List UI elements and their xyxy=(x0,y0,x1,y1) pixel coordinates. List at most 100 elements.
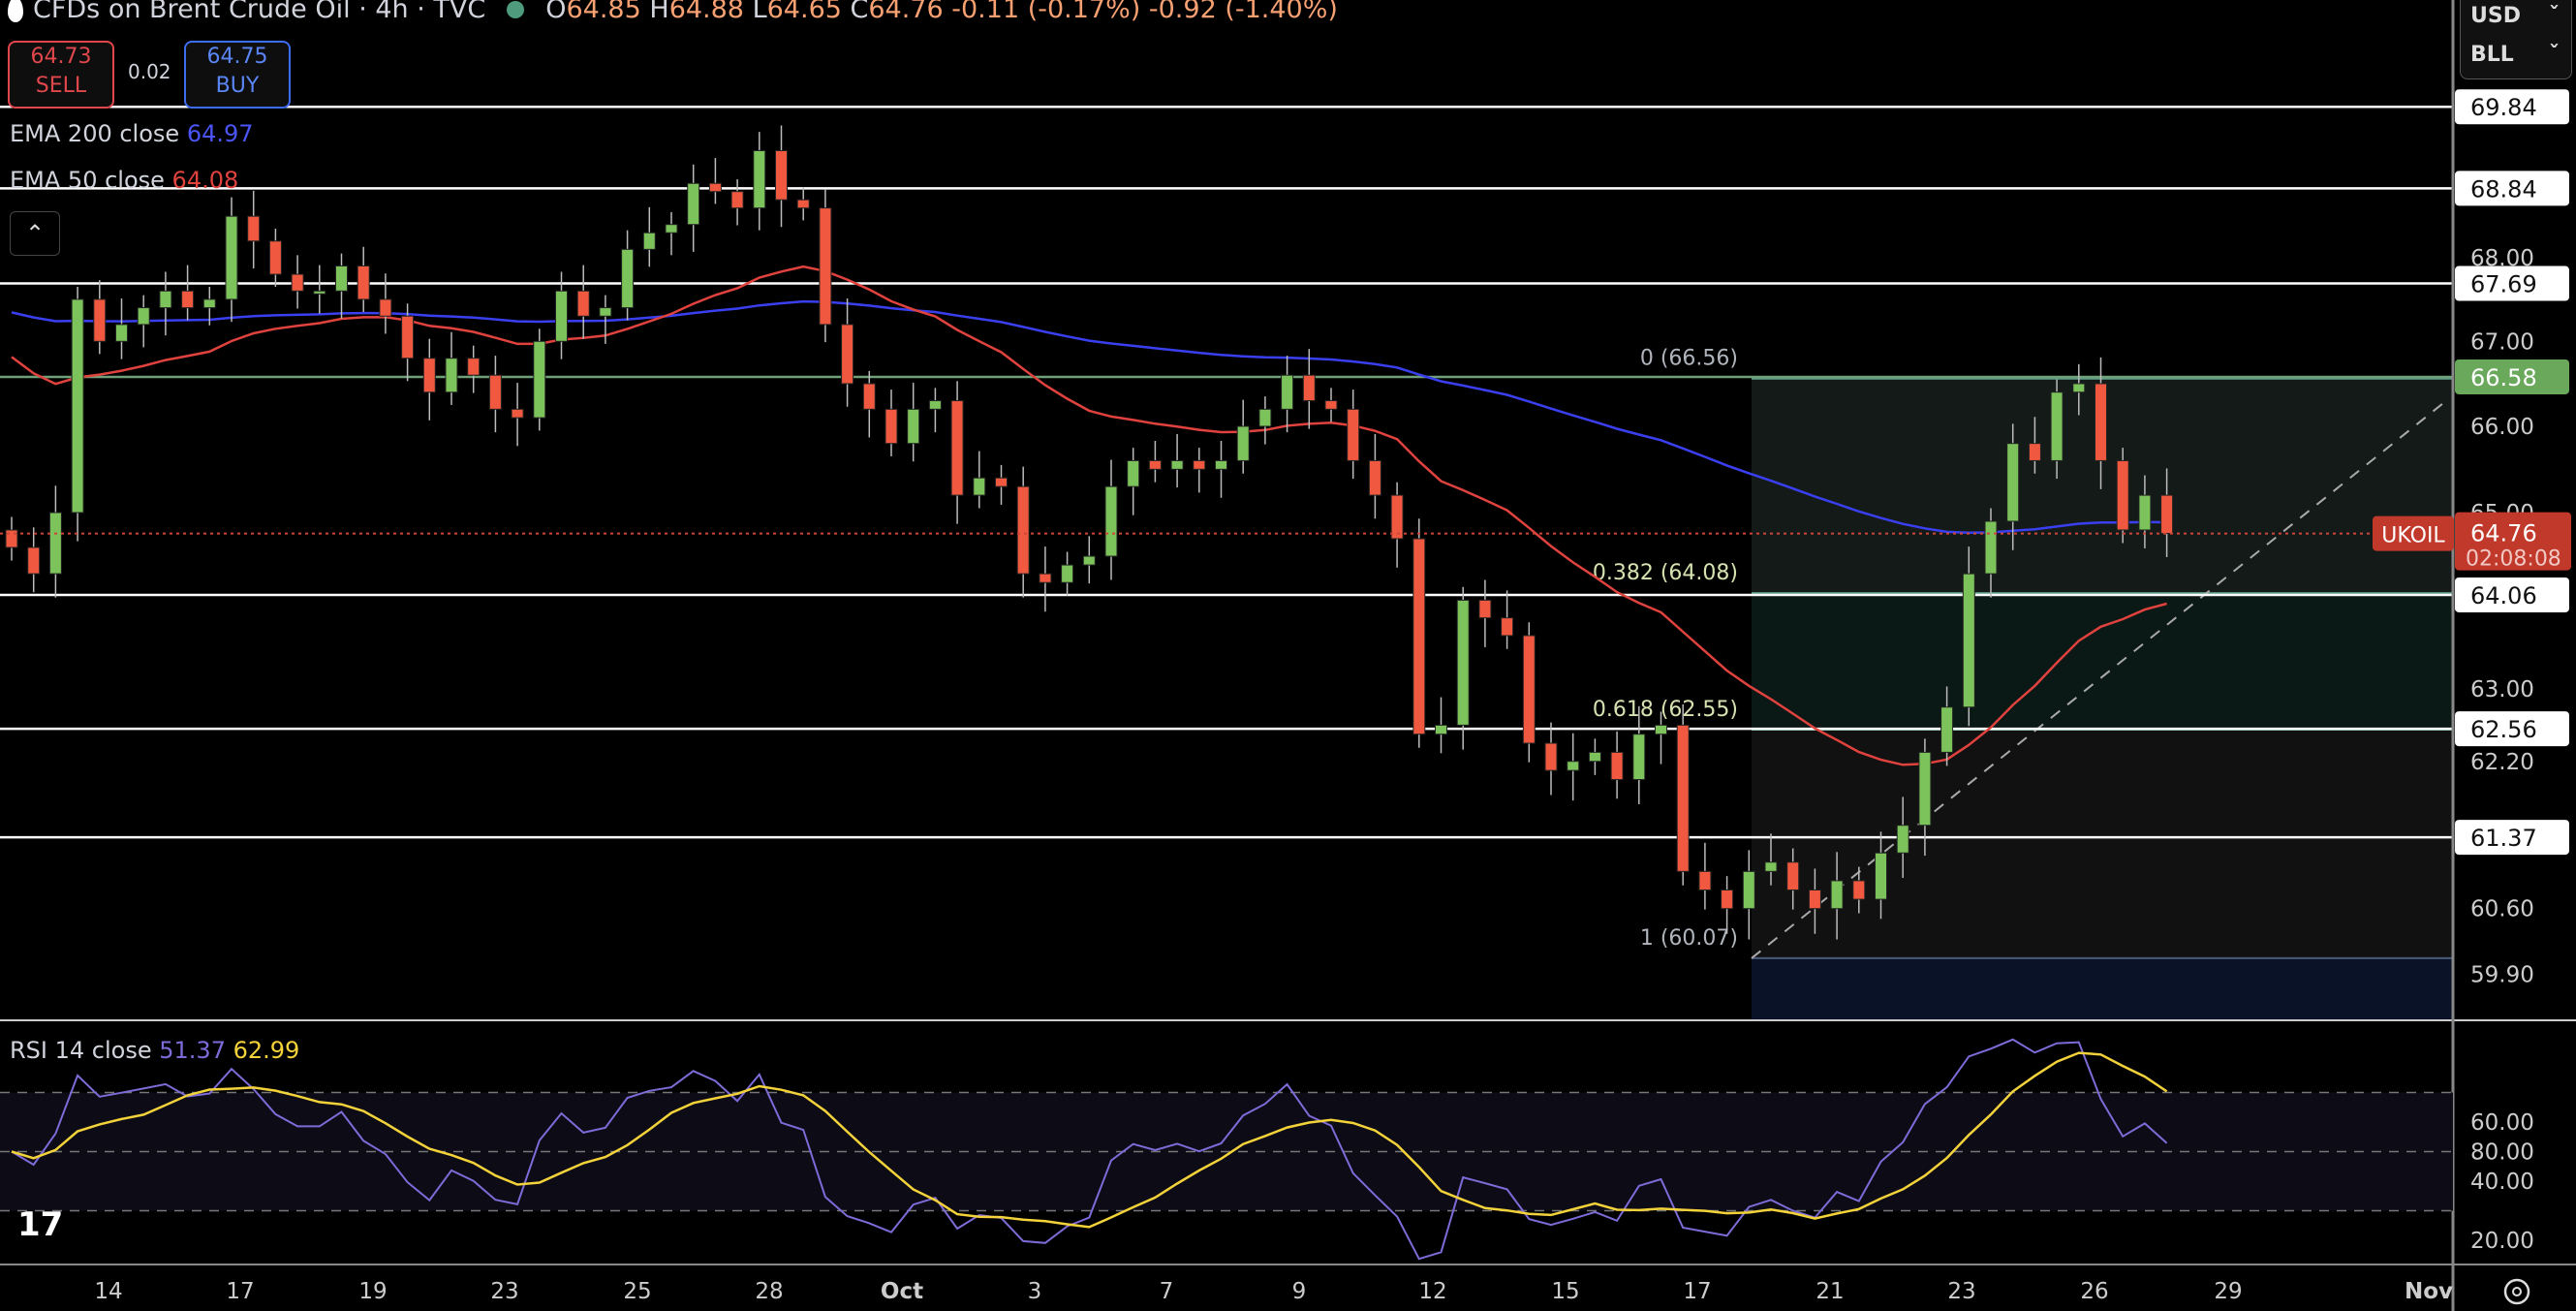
candle-body xyxy=(48,512,62,575)
time-tick-label: 26 xyxy=(2080,1279,2108,1304)
ohlc-values: O64.85 H64.88 L64.65 C64.76 -0.11 (-0.17… xyxy=(545,0,1338,24)
candle xyxy=(291,255,304,309)
candle-body xyxy=(1852,880,1866,900)
rsi-tick-label: 60.00 xyxy=(2470,1110,2534,1136)
candle xyxy=(2072,363,2086,416)
candle-body xyxy=(2095,383,2107,461)
candle-body xyxy=(71,298,84,514)
candle-body xyxy=(1368,459,1381,496)
settings-icon[interactable] xyxy=(2503,1278,2530,1305)
sell-button[interactable]: 64.73 SELL xyxy=(8,41,114,109)
settings-icon-center xyxy=(2512,1287,2522,1296)
candle-body xyxy=(687,182,700,226)
candle-body xyxy=(313,290,326,295)
candle-body xyxy=(1193,459,1206,470)
candle xyxy=(1104,459,1118,580)
candle xyxy=(137,295,150,348)
candle-body xyxy=(665,224,678,234)
price-level-badge xyxy=(2455,820,2569,856)
price-level-badge-label: 66.58 xyxy=(2470,364,2537,391)
candle-body xyxy=(291,273,304,292)
candle-body xyxy=(401,315,415,359)
symbol-header: CFDs on Brent Crude Oil · 4h · TVC O64.8… xyxy=(8,0,1338,24)
buy-button[interactable]: 64.75 BUY xyxy=(184,41,291,109)
candle xyxy=(1082,536,1096,584)
candle-body xyxy=(907,408,920,445)
candle-body xyxy=(642,232,656,250)
candle-body xyxy=(1104,485,1118,557)
rsi-line xyxy=(11,1038,2168,1261)
fib-level-label: 0.618 (62.55) xyxy=(1593,698,1738,722)
candle-body xyxy=(621,248,635,309)
candle xyxy=(27,527,41,593)
candle-body xyxy=(2160,494,2174,535)
candle-body xyxy=(599,307,612,317)
sell-price: 64.73 xyxy=(30,45,92,69)
fib-level-label: 0 (66.56) xyxy=(1640,347,1738,371)
candle xyxy=(1567,733,1580,801)
candle xyxy=(357,246,370,312)
candle xyxy=(1215,441,1227,498)
tradingview-logo: 17 xyxy=(17,1205,63,1244)
candle-body xyxy=(555,290,568,342)
candle xyxy=(1170,433,1184,488)
candle xyxy=(1368,433,1381,519)
time-tick-label: 23 xyxy=(1947,1279,1975,1304)
spread-value: 0.02 xyxy=(128,60,171,83)
candle xyxy=(1039,546,1052,612)
candle xyxy=(576,265,590,339)
candle xyxy=(247,190,261,269)
candle xyxy=(1324,388,1338,422)
candle xyxy=(181,265,195,321)
candle xyxy=(1742,850,1755,940)
candle xyxy=(1786,848,1800,910)
candle xyxy=(71,286,84,542)
candle-body xyxy=(885,408,898,445)
candle-body xyxy=(202,298,216,309)
collapse-legend-button[interactable]: ⌃ xyxy=(10,211,60,256)
price-level-badge-label: 68.84 xyxy=(2470,175,2537,203)
candle xyxy=(2028,417,2041,474)
ema200-line xyxy=(11,299,2167,535)
candle xyxy=(841,298,854,407)
candle-body xyxy=(1764,861,1778,872)
candle-body xyxy=(928,400,942,410)
candle-body xyxy=(467,358,481,376)
price-level-badge-label: 67.69 xyxy=(2470,271,2537,298)
candle-body xyxy=(533,340,546,419)
candle xyxy=(928,388,942,433)
candle xyxy=(93,280,107,355)
candle xyxy=(730,179,744,226)
candle xyxy=(1808,868,1821,934)
symbol-title[interactable]: CFDs on Brent Crude Oil · 4h · TVC xyxy=(33,0,486,24)
rsi-legend[interactable]: RSI 14 close 51.37 62.99 xyxy=(10,1037,300,1064)
candle-body xyxy=(1808,889,1821,910)
candle xyxy=(642,206,656,267)
candle xyxy=(445,331,458,405)
market-status-icon xyxy=(507,0,525,18)
price-tick-label: 62.20 xyxy=(2470,750,2534,775)
candle-body xyxy=(159,290,172,309)
candle-body xyxy=(1501,617,1514,637)
currency-unit-selector[interactable]: USD ˇ BLL ˇ xyxy=(2460,0,2572,79)
candle xyxy=(1016,466,1030,598)
price-level-badge xyxy=(2455,359,2569,394)
candle-body xyxy=(1655,724,1667,735)
candle xyxy=(1302,349,1316,429)
candle xyxy=(1610,731,1624,799)
candle-body xyxy=(973,477,986,496)
candle-body xyxy=(1875,852,1887,900)
unit-select[interactable]: BLL ˇ xyxy=(2461,36,2571,75)
candle xyxy=(48,485,62,598)
ema50-legend[interactable]: EMA 50 close 64.08 xyxy=(10,167,239,194)
candle-body xyxy=(181,290,195,309)
candle xyxy=(819,189,832,343)
ema200-legend[interactable]: EMA 200 close 64.97 xyxy=(10,120,254,147)
candle xyxy=(1347,390,1360,480)
price-level-badge xyxy=(2455,265,2569,301)
candle xyxy=(862,370,876,438)
candle xyxy=(1588,738,1601,775)
candle xyxy=(775,125,788,228)
currency-select[interactable]: USD ˇ xyxy=(2461,0,2571,36)
